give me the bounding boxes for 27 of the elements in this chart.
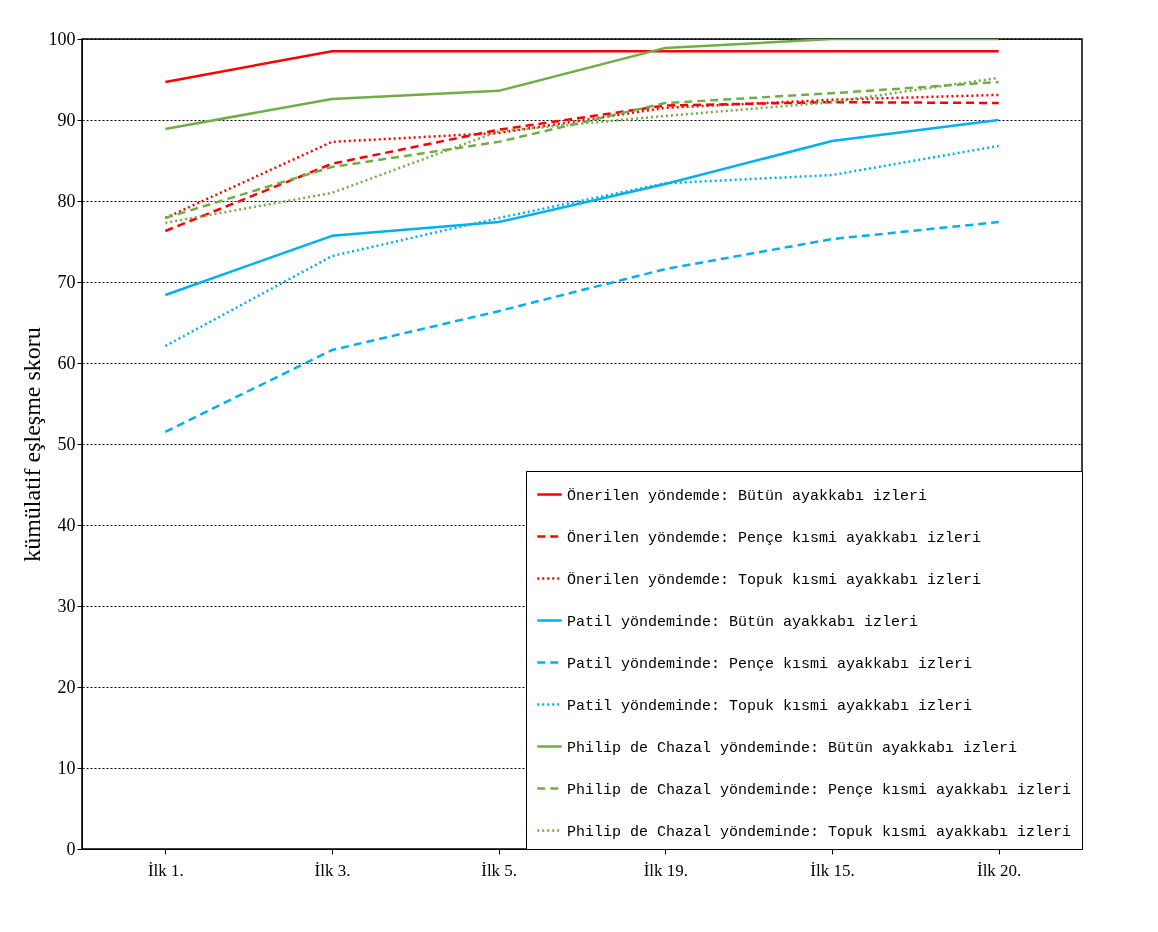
y-tick-label: 80 [57, 190, 76, 211]
y-tick-label: 10 [57, 757, 76, 778]
y-tick-label: 30 [57, 595, 76, 616]
x-tick-label: İlk 20. [976, 860, 1022, 880]
legend-label: Önerilen yöndemde: Topuk kısmi ayakkabı izleri [567, 570, 982, 589]
x-tick-label: İlk 19. [643, 860, 689, 880]
legend-label: Patil yöndeminde: Bütün ayakkabı izleri [567, 613, 919, 631]
legend-label: Philip de Chazal yöndeminde: Pençe kısmi ayakkabı izleri [567, 781, 1072, 799]
x-tick-label: İlk 15. [810, 860, 855, 880]
x-tick-label: İlk 1. [147, 860, 184, 880]
legend-label: Philip de Chazal yöndeminde: Topuk kısmi ayakkabı izleri [567, 823, 1072, 841]
y-tick-label: 70 [57, 271, 76, 292]
x-tick-label: İlk 5. [481, 860, 518, 880]
legend-label: Philip de Chazal yöndeminde: Bütün ayakkabı izleri [567, 739, 1018, 757]
y-tick-label: 0 [66, 838, 76, 859]
y-tick-label: 50 [57, 433, 76, 454]
y-tick-label: 90 [57, 109, 76, 130]
legend-label: Patil yöndeminde: Pençe kısmi ayakkabı izleri [567, 655, 973, 673]
y-tick-label: 40 [57, 514, 76, 535]
legend-label: Patil yöndeminde: Topuk kısmi ayakkabı izleri [567, 697, 973, 715]
y-axis-title: kümülatif eşleşme skoru [18, 327, 45, 562]
legend-label: Önerilen yöndemde: Pençe kısmi ayakkabı izleri [567, 528, 982, 547]
y-tick-label: 20 [57, 676, 76, 697]
x-tick-label: İlk 3. [314, 860, 351, 880]
legend-label: Önerilen yöndemde: Bütün ayakkabı izleri [567, 486, 928, 505]
y-tick-label: 100 [48, 28, 76, 49]
y-tick-label: 60 [57, 352, 76, 373]
